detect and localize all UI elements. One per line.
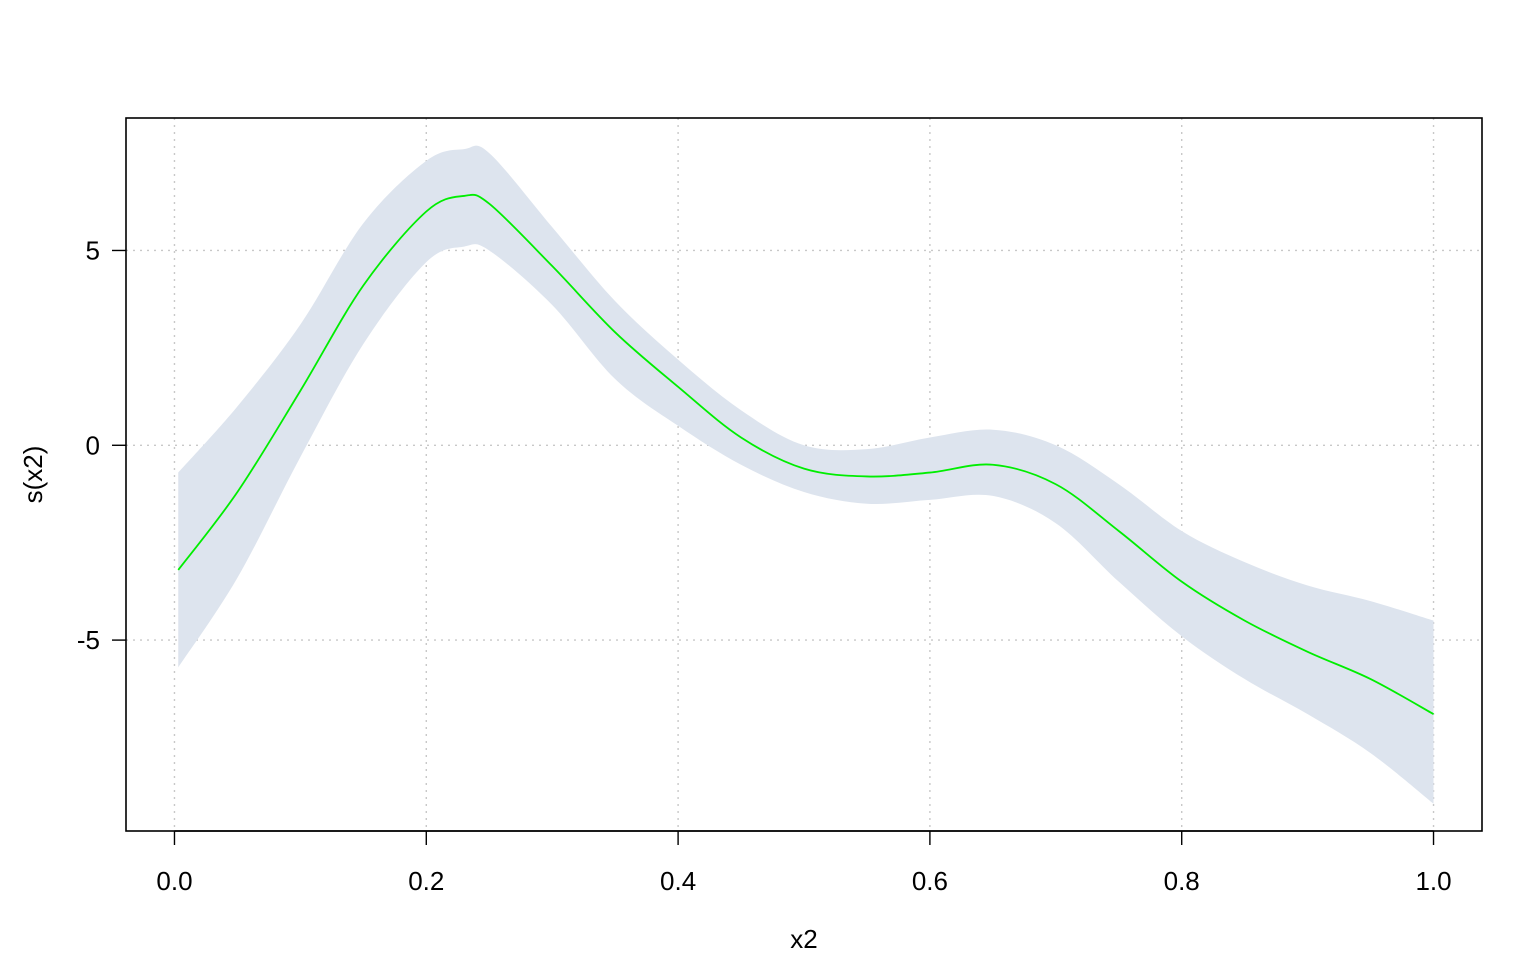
x-tick-label: 0.0 [156, 866, 192, 896]
x-tick-label: 0.8 [1164, 866, 1200, 896]
x-axis-title: x2 [790, 924, 817, 954]
y-tick-label: 0 [86, 430, 100, 460]
y-tick-label: -5 [77, 625, 100, 655]
y-axis-title: s(x2) [18, 446, 48, 504]
y-axis: -5 0 5 [77, 235, 126, 655]
y-tick-label: 5 [86, 235, 100, 265]
x-tick-label: 0.6 [912, 866, 948, 896]
x-tick-label: 1.0 [1415, 866, 1451, 896]
confidence-band-layer [178, 145, 1434, 804]
x-tick-label: 0.2 [408, 866, 444, 896]
x-axis: 0.0 0.2 0.4 0.6 0.8 1.0 [156, 830, 1452, 896]
x-tick-label: 0.4 [660, 866, 696, 896]
smooth-line [177, 193, 1434, 715]
smooth-line-layer [177, 193, 1434, 715]
confidence-band [178, 145, 1434, 804]
